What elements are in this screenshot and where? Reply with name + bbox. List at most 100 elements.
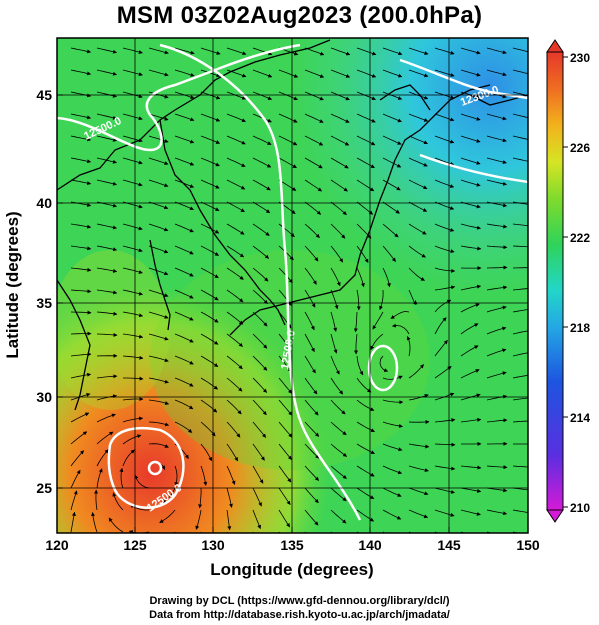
streamline-arrow bbox=[356, 47, 377, 56]
streamline-arrow bbox=[408, 135, 428, 145]
streamline-arrow bbox=[486, 371, 507, 379]
streamline-arrow bbox=[460, 417, 482, 423]
streamline-arrow bbox=[70, 490, 78, 511]
streamline-arrow bbox=[96, 311, 118, 316]
streamline-arrow bbox=[304, 443, 320, 459]
streamline-arrow bbox=[122, 311, 144, 318]
y-axis: 25 30 35 40 45 Latitude (degrees) bbox=[3, 87, 63, 496]
streamline-arrow bbox=[70, 245, 92, 251]
streamline-arrow bbox=[122, 179, 143, 187]
streamline-arrow bbox=[304, 421, 320, 437]
streamline-arrow bbox=[304, 113, 324, 123]
streamline-arrow bbox=[434, 465, 456, 471]
streamline-arrow bbox=[486, 305, 507, 313]
streamline-arrow bbox=[408, 364, 424, 379]
streamline-arrow bbox=[252, 333, 268, 349]
streamline-arrow bbox=[382, 465, 403, 475]
streamline-arrow bbox=[122, 223, 143, 231]
streamline-arrow bbox=[356, 377, 372, 393]
streamline-arrow bbox=[122, 333, 144, 339]
streamline-arrow bbox=[226, 179, 246, 190]
streamline-arrow bbox=[356, 487, 375, 500]
streamline-arrow bbox=[174, 267, 194, 277]
streamline-arrow bbox=[512, 465, 528, 468]
streamline-arrow bbox=[408, 289, 418, 305]
streamline-arrow bbox=[94, 489, 99, 511]
streamline-arrow bbox=[382, 443, 403, 452]
streamline-arrow bbox=[460, 323, 479, 335]
streamline-arrow bbox=[356, 465, 375, 477]
streamline-arrow bbox=[304, 135, 324, 146]
streamline-arrow bbox=[304, 69, 325, 78]
map-title: MSM 03Z02Aug2023 (200.0hPa) bbox=[116, 2, 483, 29]
streamline-arrow bbox=[148, 179, 169, 188]
streamline-arrow bbox=[226, 245, 245, 258]
streamline-arrow bbox=[174, 355, 194, 365]
streamline-arrow bbox=[382, 399, 404, 405]
streamline-arrow bbox=[356, 399, 375, 411]
streamline-arrow bbox=[70, 469, 81, 489]
streamline-arrow bbox=[174, 157, 195, 166]
y-tick-label: 25 bbox=[36, 480, 52, 496]
y-tick-label: 45 bbox=[36, 87, 52, 103]
streamline-arrow bbox=[460, 487, 482, 493]
streamline-arrow bbox=[278, 113, 298, 123]
y-axis-title: Latitude (degrees) bbox=[3, 211, 22, 358]
streamline-arrow bbox=[226, 267, 244, 280]
streamline-arrow bbox=[96, 135, 117, 142]
streamline-arrow bbox=[122, 416, 144, 423]
streamline-arrow bbox=[200, 267, 219, 279]
streamline-arrow bbox=[70, 179, 92, 186]
streamline-arrow bbox=[148, 157, 169, 165]
streamline-arrow bbox=[252, 91, 273, 100]
streamline-arrow bbox=[226, 531, 228, 533]
streamline-arrow bbox=[434, 47, 455, 55]
streamline-arrow bbox=[408, 267, 425, 281]
streamline-arrow bbox=[252, 157, 272, 168]
streamline-arrow bbox=[512, 91, 528, 97]
streamline-arrow bbox=[304, 157, 323, 169]
streamline-arrow bbox=[304, 399, 319, 416]
colorbar-tick-label: 210 bbox=[570, 501, 590, 515]
streamline-arrow bbox=[356, 157, 375, 169]
coastline-outline bbox=[57, 39, 528, 411]
streamline-arrow bbox=[512, 374, 528, 379]
streamline-arrow bbox=[70, 223, 92, 229]
streamline-arrow bbox=[408, 394, 429, 401]
streamline-arrow bbox=[382, 91, 403, 100]
streamline-arrow bbox=[330, 289, 339, 310]
colorbar-max-arrow bbox=[546, 39, 564, 53]
streamline-arrow bbox=[408, 223, 427, 235]
streamline-arrow bbox=[173, 531, 176, 533]
streamline-arrow bbox=[200, 179, 220, 189]
streamline-arrow bbox=[278, 443, 292, 460]
streamline-arrow bbox=[122, 47, 143, 54]
streamline-arrow bbox=[304, 509, 319, 526]
streamline-arrow bbox=[356, 91, 376, 101]
streamline-arrow bbox=[434, 487, 455, 494]
streamline-arrow bbox=[278, 91, 298, 101]
streamline-arrow bbox=[372, 311, 384, 330]
streamline-arrow bbox=[96, 113, 117, 120]
streamline-arrow bbox=[174, 135, 195, 144]
streamline-arrow bbox=[174, 47, 195, 55]
streamline-arrow bbox=[174, 113, 195, 122]
streamline-arrow bbox=[226, 421, 241, 438]
streamline-arrow bbox=[252, 69, 273, 78]
streamline-arrow bbox=[460, 179, 481, 187]
streamline-arrow bbox=[70, 511, 76, 533]
streamline-arrow bbox=[460, 135, 481, 143]
streamline-arrow bbox=[512, 288, 528, 291]
streamline-arrow bbox=[434, 113, 455, 122]
streamline-arrow bbox=[200, 113, 221, 122]
streamline-arrow bbox=[330, 487, 347, 502]
streamline-arrow bbox=[112, 492, 124, 511]
streamline-arrow bbox=[486, 348, 507, 357]
streamline-arrow bbox=[96, 179, 117, 186]
x-tick-label: 120 bbox=[45, 537, 69, 553]
streamline-arrow bbox=[390, 310, 410, 319]
streamline-arrow bbox=[70, 412, 90, 423]
streamline-arrow bbox=[174, 289, 194, 299]
streamline-arrow bbox=[434, 366, 452, 379]
streamline-arrow bbox=[148, 333, 169, 341]
